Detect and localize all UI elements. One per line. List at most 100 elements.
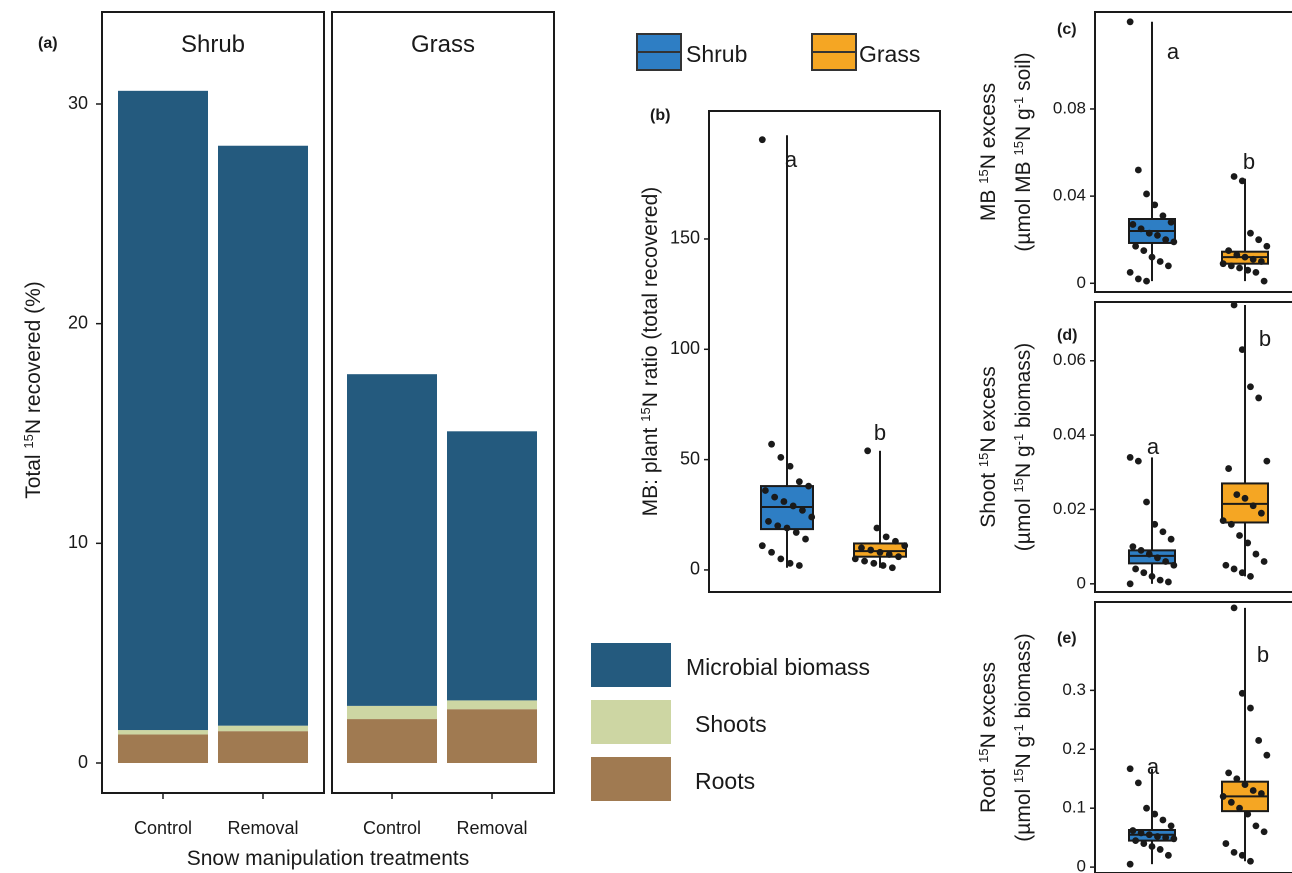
data-point	[1170, 835, 1178, 843]
bar-segment	[118, 730, 208, 735]
bar-segment	[218, 725, 308, 732]
legend-label: Shrub	[686, 41, 747, 67]
significance-letter: a	[1147, 754, 1160, 779]
label-span: 15	[1011, 769, 1026, 783]
data-point	[1129, 221, 1137, 228]
data-point	[1159, 528, 1167, 536]
data-point	[758, 542, 766, 550]
data-point	[870, 559, 878, 567]
significance-letter: b	[1259, 326, 1271, 351]
y-tick-label: 20	[68, 312, 88, 332]
data-point	[901, 542, 909, 550]
data-point	[1143, 804, 1150, 812]
data-point	[1219, 517, 1227, 525]
data-point	[1151, 201, 1159, 209]
bar-segment	[447, 431, 537, 701]
data-point	[1249, 255, 1257, 263]
label-span: MB	[977, 184, 1000, 221]
data-point	[1132, 242, 1140, 250]
panel-frame	[1094, 11, 1292, 293]
y-axis-label-line1: Root 15N excess	[976, 662, 1001, 813]
label-span: Total	[22, 449, 45, 499]
data-point	[1227, 262, 1235, 270]
data-point	[1247, 229, 1254, 237]
data-point	[879, 562, 887, 569]
data-point	[771, 493, 779, 501]
bar-segment	[447, 700, 537, 710]
label-span: biomass)	[1012, 343, 1035, 434]
data-point	[768, 548, 775, 556]
y-tick-label: 0	[1077, 273, 1086, 292]
data-point	[1252, 268, 1260, 276]
data-point	[1227, 798, 1235, 806]
data-point	[1230, 173, 1238, 180]
data-point	[1126, 580, 1134, 588]
data-point	[1159, 816, 1167, 824]
data-point	[876, 548, 884, 556]
x-tick-label: Removal	[227, 818, 298, 838]
y-tick-label: 0.08	[1053, 98, 1086, 117]
data-point	[1257, 509, 1265, 517]
data-point	[1257, 258, 1265, 265]
data-point	[1143, 190, 1150, 198]
label-span: N recovered (%)	[22, 281, 45, 434]
data-point	[1257, 790, 1265, 797]
bar-segment	[447, 709, 537, 763]
label-span: 15	[21, 434, 36, 448]
data-point	[1249, 787, 1257, 794]
data-point	[1148, 572, 1156, 580]
data-point	[799, 506, 806, 514]
data-point	[765, 517, 772, 525]
data-point	[1225, 465, 1233, 472]
data-point	[1167, 822, 1175, 830]
data-point	[1151, 810, 1159, 818]
panel-b-boxplot: 0 50 100 150 a b (b) MB: plant 15N ratio (total…	[638, 107, 941, 593]
data-point	[1219, 260, 1227, 268]
data-point	[1132, 837, 1140, 844]
data-point	[1247, 704, 1254, 712]
data-point	[885, 551, 893, 558]
significance-letter: b	[874, 420, 886, 445]
data-point	[795, 478, 803, 486]
data-point	[1238, 851, 1246, 859]
label-span: Root	[977, 763, 1000, 813]
data-point	[1260, 828, 1268, 836]
bar-segment	[118, 90, 208, 731]
data-point	[761, 487, 769, 494]
data-point	[858, 544, 865, 552]
group-legend: Shrub Grass	[636, 33, 920, 71]
legend-label: Microbial biomass	[686, 654, 870, 680]
data-point	[1156, 576, 1164, 584]
y-tick-label: 0	[1077, 857, 1086, 873]
data-point	[1263, 457, 1271, 465]
data-point	[1249, 502, 1257, 510]
data-point	[1134, 275, 1142, 283]
legend-swatch	[591, 757, 671, 801]
data-point	[792, 529, 800, 536]
x-tick-label: Control	[134, 818, 192, 838]
panel-label: (c)	[1057, 21, 1077, 38]
data-point	[1162, 236, 1170, 244]
panel-a-stacked-bar-chart: (a) Shrub Control Removal Grass Control Remova…	[21, 11, 555, 870]
label-span: (µmol	[1012, 492, 1035, 551]
panel-label: (d)	[1057, 327, 1077, 344]
data-point	[1137, 546, 1145, 554]
y-tick-label: 0	[78, 752, 88, 772]
data-point	[1219, 793, 1227, 800]
data-point	[1145, 229, 1153, 237]
y-tick-label: 0.2	[1062, 739, 1086, 758]
y-tick-label: 0.06	[1053, 350, 1086, 369]
data-point	[892, 537, 899, 545]
y-axis-label-line2: (µmol 15N g-1 biomass)	[1011, 633, 1036, 842]
data-point	[1126, 18, 1134, 26]
data-point	[786, 462, 794, 470]
data-point	[1241, 253, 1249, 261]
y-tick-label: 150	[670, 228, 700, 248]
x-tick-label: Removal	[456, 818, 527, 838]
legend-label: Grass	[859, 41, 920, 67]
data-point	[1162, 834, 1170, 842]
data-point	[861, 557, 868, 565]
x-tick-label: Control	[363, 818, 421, 838]
data-point	[1222, 561, 1230, 569]
data-point	[1129, 543, 1137, 551]
